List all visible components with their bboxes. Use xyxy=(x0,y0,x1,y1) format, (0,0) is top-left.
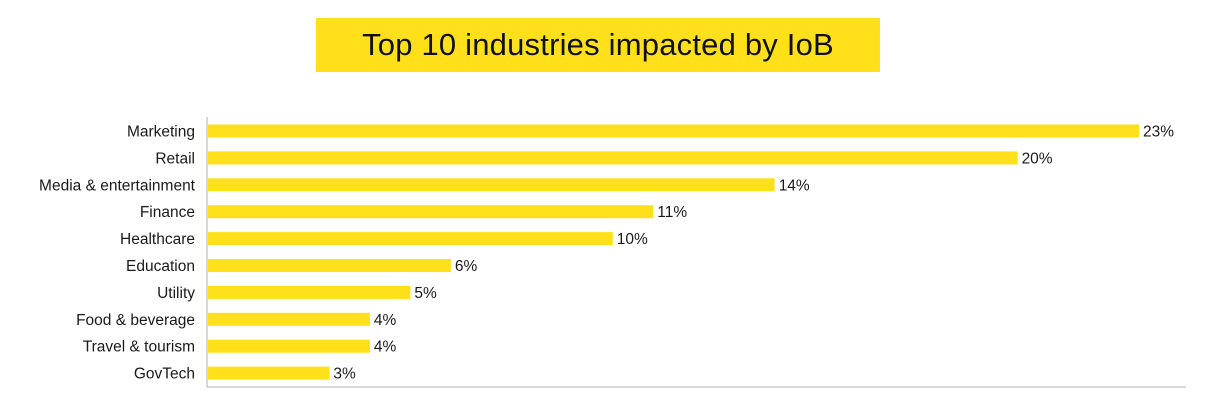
bar xyxy=(208,151,1018,165)
data-label: 6% xyxy=(455,258,478,275)
data-label: 5% xyxy=(414,285,437,302)
data-label: 11% xyxy=(657,204,687,221)
bar xyxy=(208,232,613,246)
bar xyxy=(208,124,1139,138)
bar xyxy=(208,205,654,219)
category-label: Food & beverage xyxy=(76,312,195,329)
category-label: Travel & tourism xyxy=(83,339,195,356)
category-label: Finance xyxy=(140,204,195,221)
category-label: Media & entertainment xyxy=(39,177,196,194)
data-label: 3% xyxy=(333,366,356,383)
category-label: Education xyxy=(126,258,195,275)
chart-title: Top 10 industries impacted by IoB xyxy=(362,27,834,62)
bar xyxy=(208,366,330,380)
bar xyxy=(208,178,775,192)
category-label: Retail xyxy=(155,150,195,167)
bar xyxy=(208,312,370,326)
data-label: 14% xyxy=(779,177,810,194)
category-label: Marketing xyxy=(127,124,195,141)
data-label: 23% xyxy=(1143,124,1174,141)
bar xyxy=(208,339,370,353)
bars-group: Marketing 23% Retail 20% Media & entertainme… xyxy=(39,124,1174,383)
category-label: Utility xyxy=(157,285,195,302)
category-label: Healthcare xyxy=(120,231,195,248)
category-label: GovTech xyxy=(134,366,195,383)
bar xyxy=(208,259,451,272)
data-label: 4% xyxy=(374,339,397,356)
chart-title-box: Top 10 industries impacted by IoB xyxy=(316,18,880,72)
data-label: 20% xyxy=(1022,150,1053,167)
data-label: 4% xyxy=(374,312,397,329)
data-label: 10% xyxy=(617,231,648,248)
bar xyxy=(208,285,411,299)
